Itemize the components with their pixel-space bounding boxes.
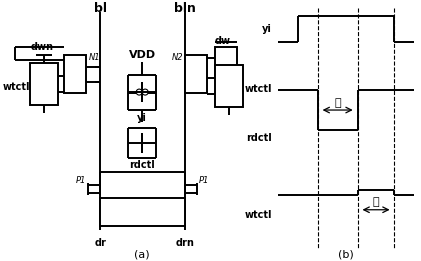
Text: wtctl: wtctl [245,84,272,94]
Text: N2: N2 [171,53,183,62]
Text: dw: dw [215,36,231,46]
Text: VDD: VDD [129,50,156,60]
Text: P1: P1 [199,176,209,185]
Bar [64,55,86,93]
Text: yi: yi [137,113,147,123]
Bar [100,198,185,226]
Text: drn: drn [176,238,195,248]
Bar [185,55,207,93]
Text: 读: 读 [334,98,341,108]
Bar [215,47,237,75]
Text: (b): (b) [338,250,354,260]
Text: bln: bln [174,2,196,15]
Text: rdctl: rdctl [129,160,155,170]
Text: P1: P1 [76,176,86,185]
Text: dr: dr [94,238,106,248]
Bar [30,63,59,105]
Text: dwn: dwn [30,42,53,52]
Text: bl: bl [94,2,107,15]
Bar [215,65,243,107]
Text: yi: yi [262,24,272,34]
Text: wtctl: wtctl [244,210,272,220]
Text: rdctl: rdctl [246,133,272,143]
Text: wtctl: wtctl [3,82,30,92]
Text: 写: 写 [372,197,379,207]
Text: N1: N1 [88,53,100,62]
Text: (a): (a) [134,250,150,260]
